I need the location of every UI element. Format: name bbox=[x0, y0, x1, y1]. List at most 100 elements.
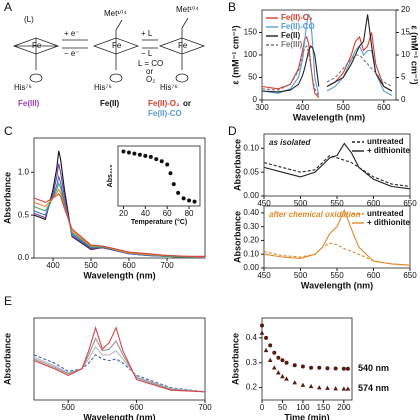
y2-axis-label: ε (mM⁻¹ cm⁻¹) bbox=[410, 25, 420, 84]
series-label: 574 nm bbox=[358, 383, 389, 393]
x-tick-label: 550 bbox=[330, 271, 344, 280]
y2-tick-label: 0 bbox=[401, 95, 406, 104]
point bbox=[143, 153, 148, 158]
point bbox=[260, 323, 264, 328]
panel-label: D bbox=[228, 124, 237, 138]
point bbox=[325, 366, 330, 371]
point bbox=[121, 149, 126, 154]
x-tick-label: 20 bbox=[119, 209, 128, 218]
metal: Fe bbox=[112, 41, 122, 50]
y-tick-label: 0.10 bbox=[243, 249, 259, 258]
scheme: A (L) Fe Fe Fe Met¹⁰⁴ Met¹⁰⁴ His⁷⁶ His⁷⁶… bbox=[4, 0, 206, 118]
heme-2 bbox=[92, 19, 140, 70]
y-tick-label: 1.0 bbox=[18, 167, 30, 176]
y-tick-label: 0.00 bbox=[243, 191, 259, 200]
x-tick-label: 500 bbox=[62, 403, 76, 412]
y2-tick-label: 5 bbox=[401, 73, 406, 82]
plot-frame bbox=[261, 317, 353, 401]
point bbox=[192, 199, 197, 204]
point bbox=[341, 386, 347, 391]
panel-label: C bbox=[4, 124, 13, 138]
legend-label: Fe(III) bbox=[281, 40, 303, 49]
x-axis-label: Time (min) bbox=[284, 412, 329, 420]
point bbox=[264, 335, 269, 340]
point bbox=[345, 366, 350, 371]
point bbox=[325, 385, 330, 390]
point bbox=[317, 365, 322, 370]
panel: 0 50 100 150 200 0.2 0.3 0.4 Time (min) Absorbanc… bbox=[230, 317, 389, 420]
arrow-label: − L bbox=[141, 49, 153, 58]
y-tick-label: 0.05 bbox=[243, 167, 259, 176]
series-line bbox=[326, 54, 393, 87]
x-tick-label: 100 bbox=[296, 403, 310, 412]
species-label: Fe(II)-CO bbox=[148, 109, 182, 118]
x-tick-label: 600 bbox=[122, 261, 136, 270]
point bbox=[137, 152, 142, 157]
x-tick-label: 0 bbox=[260, 403, 265, 412]
x-tick-label: 700 bbox=[160, 261, 174, 270]
arrow-label: + L bbox=[141, 29, 153, 38]
x-tick-label: 600 bbox=[130, 403, 144, 412]
y-axis-label: Absorbance bbox=[230, 333, 240, 385]
x-tick-label: 150 bbox=[317, 403, 331, 412]
series-line bbox=[261, 44, 320, 97]
point bbox=[280, 373, 285, 379]
y-axis-label: ε (mM⁻¹ cm⁻¹) bbox=[230, 25, 240, 84]
legend-label: Fe(II) bbox=[281, 31, 300, 40]
point bbox=[308, 383, 314, 389]
y-tick-label: 0.5 bbox=[18, 210, 30, 219]
x-tick-label: 600 bbox=[367, 271, 381, 280]
point bbox=[309, 365, 314, 370]
metal: Fe bbox=[32, 41, 42, 50]
series-line bbox=[33, 325, 206, 393]
y-tick-label: 0.2 bbox=[246, 383, 258, 392]
imidazoles bbox=[29, 73, 189, 83]
plot-frame bbox=[117, 145, 201, 207]
y-tick-label: 0.00 bbox=[243, 263, 259, 272]
y-tick-label: 50 bbox=[248, 73, 257, 82]
point bbox=[292, 363, 297, 368]
metal: Fe bbox=[178, 41, 188, 50]
x-tick-label: 450 bbox=[257, 271, 271, 280]
y-tick-label: 0.10 bbox=[243, 143, 259, 152]
point bbox=[154, 157, 159, 162]
y-tick-label: 0.3 bbox=[246, 358, 258, 367]
y-tick-label: 0.20 bbox=[243, 236, 259, 245]
point bbox=[316, 385, 322, 390]
annotation: as isolated bbox=[269, 138, 311, 147]
x-tick-label: 400 bbox=[46, 261, 60, 270]
series-line bbox=[33, 192, 205, 257]
series-line bbox=[33, 188, 206, 258]
species-label: Fe(II) bbox=[100, 99, 119, 108]
point bbox=[259, 330, 265, 335]
x-tick-label: 650 bbox=[403, 271, 417, 280]
point bbox=[333, 366, 338, 371]
series-line bbox=[263, 154, 411, 188]
y-tick-label: 100 bbox=[244, 50, 258, 59]
x-tick-label: 450 bbox=[257, 199, 271, 208]
point bbox=[181, 196, 186, 201]
panel-label: A bbox=[4, 0, 12, 14]
y-axis-label: Absorbance bbox=[232, 211, 242, 263]
x-tick-label: 500 bbox=[84, 261, 98, 270]
x-axis-label: Wavelength (nm) bbox=[83, 270, 155, 280]
x-tick-label: 700 bbox=[198, 403, 212, 412]
point bbox=[126, 150, 131, 155]
x-tick-label: 400 bbox=[296, 103, 310, 112]
legend-label: untreated bbox=[367, 209, 404, 218]
point bbox=[176, 190, 181, 195]
panel-label: B bbox=[228, 0, 236, 14]
x-tick-label: 50 bbox=[278, 403, 287, 412]
point bbox=[263, 347, 269, 353]
annotation: after chemical oxidation bbox=[269, 210, 361, 219]
x-tick-label: 500 bbox=[294, 271, 308, 280]
point bbox=[300, 382, 306, 387]
x-tick-label: 550 bbox=[330, 199, 344, 208]
y-axis-label: Absorbance bbox=[2, 172, 12, 224]
point bbox=[159, 159, 164, 164]
arrow-label: − e⁻ bbox=[64, 49, 80, 58]
point bbox=[280, 358, 285, 363]
x-tick-label: 650 bbox=[403, 199, 417, 208]
point bbox=[267, 357, 273, 363]
